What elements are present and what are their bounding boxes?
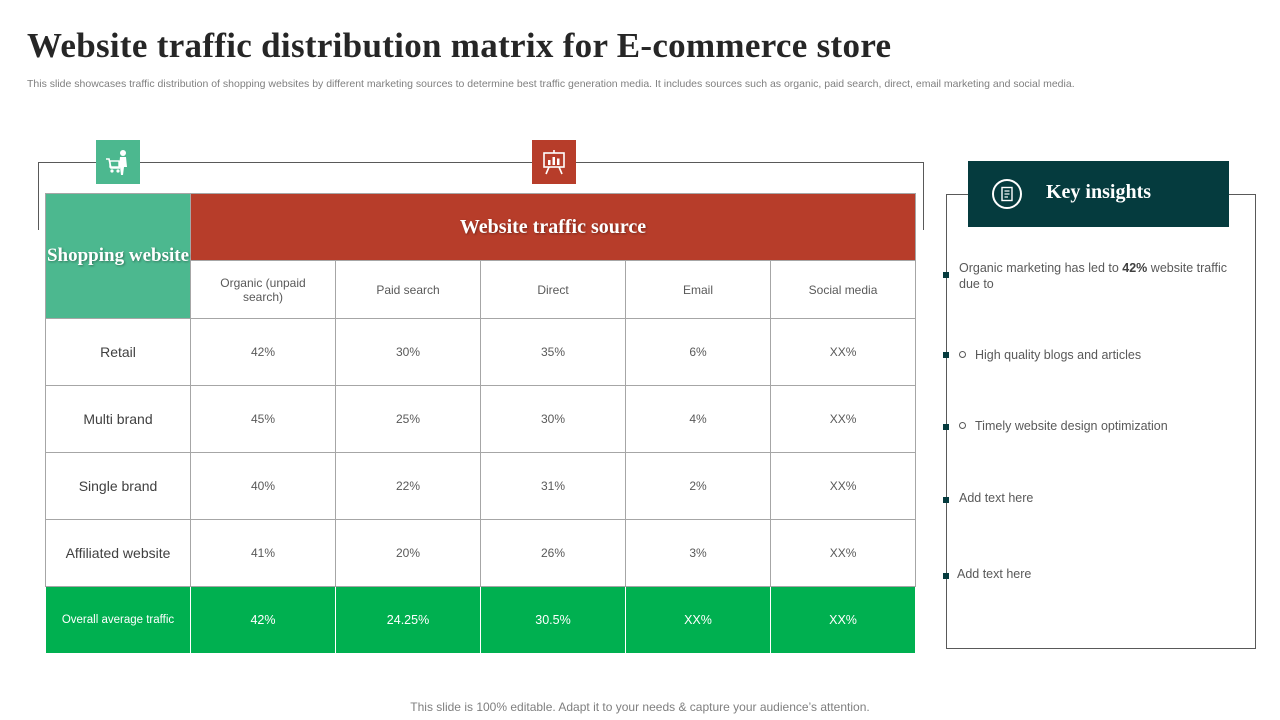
table-cell: 22% (335, 452, 481, 520)
column-header-social-media: Social media (769, 260, 917, 319)
column-header-email: Email (625, 260, 771, 319)
table-cell: XX% (769, 318, 917, 386)
traffic-matrix-table: Shopping website Website traffic source … (45, 193, 917, 654)
shopping-cart-person-icon (96, 140, 140, 184)
table-cell: 31% (480, 452, 626, 520)
table-cell: 6% (625, 318, 771, 386)
average-row: Overall average traffic 42% 24.25% 30.5%… (45, 586, 917, 654)
insight-main: Organic marketing has led to 42% website… (959, 260, 1239, 292)
bullet-marker (943, 497, 949, 503)
column-header-organic: Organic (unpaid search) (190, 260, 336, 319)
key-insights-header: Key insights (968, 161, 1229, 227)
key-insights-title: Key insights (1046, 181, 1152, 203)
table-cell: 3% (625, 519, 771, 587)
page-title: Website traffic distribution matrix for … (27, 26, 892, 65)
average-cell: 30.5% (480, 586, 626, 654)
insight-placeholder: Add text here (959, 491, 1034, 505)
table-cell: XX% (769, 519, 917, 587)
table-cell: 20% (335, 519, 481, 587)
average-cell: XX% (769, 586, 917, 654)
insight-main-suffix: website traffic due to (959, 261, 1227, 291)
connector-frame (38, 162, 924, 230)
table-row: Single brand 40% 22% 31% 2% XX% (45, 452, 917, 520)
average-cell: 42% (190, 586, 336, 654)
insight-sub-text: Timely website design optimization (975, 419, 1168, 433)
insight-sub-item: Timely website design optimization (959, 419, 1168, 433)
column-header-direct: Direct (480, 260, 626, 319)
table-cell: 30% (335, 318, 481, 386)
table-row: Affiliated website 41% 20% 26% 3% XX% (45, 519, 917, 587)
insight-sub-item: High quality blogs and articles (959, 348, 1141, 362)
page-subtitle: This slide showcases traffic distributio… (27, 78, 1075, 90)
insight-sub-text: High quality blogs and articles (975, 348, 1142, 362)
bullet-marker (943, 272, 949, 278)
row-label-affiliated-website: Affiliated website (45, 519, 191, 587)
row-label-multi-brand: Multi brand (45, 385, 191, 453)
column-header-paid-search: Paid search (335, 260, 481, 319)
circle-bullet-icon (959, 422, 966, 430)
insight-main-percent: 42% (1122, 261, 1148, 275)
footer-note: This slide is 100% editable. Adapt it to… (410, 700, 870, 714)
table-cell: 25% (335, 385, 481, 453)
table-cell: XX% (769, 385, 917, 453)
table-cell: 45% (190, 385, 336, 453)
shopping-website-header: Shopping website (45, 193, 191, 319)
table-cell: 35% (480, 318, 626, 386)
insight-placeholder: Add text here (957, 567, 1032, 581)
table-cell: 42% (190, 318, 336, 386)
traffic-source-header: Website traffic source (189, 193, 917, 261)
row-label-retail: Retail (45, 318, 191, 386)
circle-bullet-icon (959, 351, 966, 359)
row-label-single-brand: Single brand (45, 452, 191, 520)
average-cell: 24.25% (335, 586, 481, 654)
bullet-marker (943, 573, 949, 579)
insight-main-prefix: Organic marketing has led to (959, 261, 1123, 275)
table-row: Multi brand 45% 25% 30% 4% XX% (45, 385, 917, 453)
table-cell: XX% (769, 452, 917, 520)
table-cell: 41% (190, 519, 336, 587)
table-row: Retail 42% 30% 35% 6% XX% (45, 318, 917, 386)
presentation-board-icon (532, 140, 576, 184)
average-row-label: Overall average traffic (45, 586, 191, 654)
bullet-marker (943, 424, 949, 430)
table-cell: 4% (625, 385, 771, 453)
average-cell: XX% (625, 586, 771, 654)
table-cell: 26% (480, 519, 626, 587)
document-icon (992, 179, 1022, 209)
table-cell: 40% (190, 452, 336, 520)
table-cell: 30% (480, 385, 626, 453)
table-cell: 2% (625, 452, 771, 520)
bullet-marker (943, 352, 949, 358)
